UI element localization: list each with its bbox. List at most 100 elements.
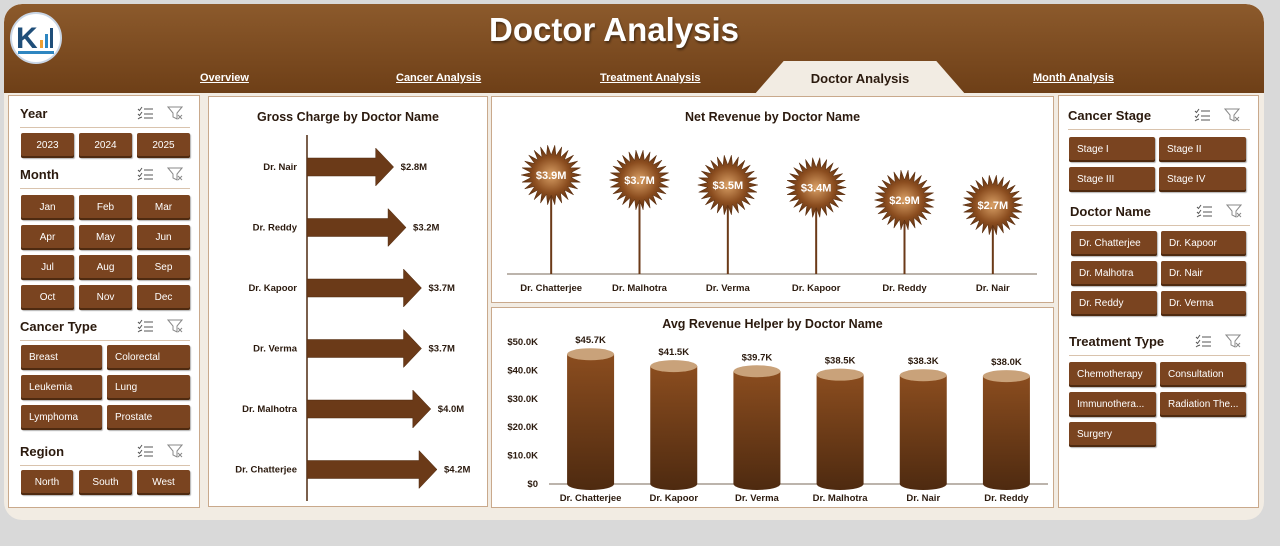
avg-ytick-label: $40.0K: [507, 365, 538, 376]
clear-filter-icon[interactable]: [1225, 334, 1241, 348]
avg-value-label: $38.5K: [825, 356, 856, 367]
net-value-label: $3.5M: [713, 180, 744, 192]
slicer-month-jun[interactable]: Jun: [137, 225, 190, 250]
slicer-month-aug[interactable]: Aug: [79, 255, 132, 280]
logo: K: [10, 12, 62, 64]
clear-filter-icon[interactable]: [167, 319, 183, 333]
gross-arrow-dr-chatterjee: [306, 449, 438, 490]
slicer-month-jul[interactable]: Jul: [21, 255, 74, 280]
multi-select-icon[interactable]: [1195, 334, 1211, 348]
avg-cylinder-dr-malhotra: [816, 368, 864, 490]
net-value-label: $3.7M: [624, 175, 655, 187]
avg-ytick-label: $20.0K: [507, 422, 538, 433]
avg-category-label: Dr. Chatterjee: [560, 493, 622, 504]
clear-filter-icon[interactable]: [167, 444, 183, 458]
slicer-cancer-lung[interactable]: Lung: [107, 375, 190, 400]
gross-category-label: Dr. Verma: [253, 344, 298, 355]
slicer-month-apr[interactable]: Apr: [21, 225, 74, 250]
slicer-stage-1[interactable]: Stage I: [1069, 137, 1155, 162]
avg-ytick-label: $50.0K: [507, 337, 538, 348]
net-starburst-dr-nair: [962, 175, 1023, 235]
clear-filter-icon[interactable]: [167, 106, 183, 120]
clear-filter-icon[interactable]: [1226, 204, 1242, 218]
clear-filter-icon[interactable]: [167, 167, 183, 181]
multi-select-icon[interactable]: [137, 319, 153, 333]
slicer-doctor-reddy[interactable]: Dr. Reddy: [1071, 291, 1157, 316]
multi-select-icon[interactable]: [137, 167, 153, 181]
gross-arrow-dr-reddy: [306, 207, 407, 248]
avg-cylinder-dr-kapoor: [650, 360, 698, 490]
clear-filter-icon[interactable]: [1224, 108, 1240, 122]
slicer-stage-2[interactable]: Stage II: [1159, 137, 1246, 162]
gross-category-label: Dr. Kapoor: [248, 283, 297, 294]
slicer-doctor-malhotra[interactable]: Dr. Malhotra: [1071, 261, 1157, 286]
treatment-type-slicer-title: Treatment Type: [1069, 334, 1165, 349]
slicer-month-nov[interactable]: Nov: [79, 285, 132, 310]
slicer-year-2023[interactable]: 2023: [21, 133, 74, 158]
slicer-treatment-immunotherapy[interactable]: Immunothera...: [1069, 392, 1156, 417]
net-category-label: Dr. Malhotra: [612, 283, 668, 294]
slicer-month-mar[interactable]: Mar: [137, 195, 190, 220]
tab-treatment-analysis[interactable]: Treatment Analysis: [600, 72, 701, 84]
gross-value-label: $2.8M: [401, 162, 427, 173]
doctor-name-slicer-title: Doctor Name: [1070, 204, 1151, 219]
slicer-treatment-consultation[interactable]: Consultation: [1160, 362, 1246, 387]
slicer-month-oct[interactable]: Oct: [21, 285, 74, 310]
avg-value-label: $38.3K: [908, 356, 939, 367]
cancer-stage-slicer-title: Cancer Stage: [1068, 108, 1152, 123]
slicer-treatment-chemotherapy[interactable]: Chemotherapy: [1069, 362, 1156, 387]
multi-select-icon[interactable]: [137, 444, 153, 458]
avg-revenue-chart-title: Avg Revenue Helper by Doctor Name: [662, 317, 883, 331]
slicer-month-dec[interactable]: Dec: [137, 285, 190, 310]
slicer-month-jan[interactable]: Jan: [21, 195, 74, 220]
tab-doctor-analysis[interactable]: Doctor Analysis: [754, 61, 966, 95]
tab-month-analysis[interactable]: Month Analysis: [1033, 72, 1114, 84]
header-bar: K Doctor Analysis Overview Cancer Analys…: [4, 4, 1264, 95]
net-starburst-dr-verma: [697, 155, 758, 215]
slicer-month-feb[interactable]: Feb: [79, 195, 132, 220]
avg-revenue-chart: $0 $10.0K $20.0K $30.0K $40.0K $50.0K $45.7K Dr…: [507, 335, 1048, 504]
avg-value-label: $45.7K: [575, 335, 606, 346]
slicer-cancer-leukemia[interactable]: Leukemia: [21, 375, 102, 400]
slicer-stage-3[interactable]: Stage III: [1069, 167, 1155, 192]
gross-arrow-dr-malhotra: [306, 389, 432, 429]
avg-category-label: Dr. Kapoor: [649, 493, 698, 504]
avg-category-label: Dr. Verma: [735, 493, 780, 504]
slicer-month-sep[interactable]: Sep: [137, 255, 190, 280]
multi-select-icon[interactable]: [1194, 108, 1210, 122]
multi-select-icon[interactable]: [1196, 204, 1212, 218]
slicer-stage-4[interactable]: Stage IV: [1159, 167, 1246, 192]
gross-category-label: Dr. Malhotra: [242, 404, 298, 415]
net-category-label: Dr. Nair: [976, 283, 1010, 294]
slicer-region-north[interactable]: North: [21, 470, 73, 495]
slicer-year-2024[interactable]: 2024: [79, 133, 132, 158]
slicer-cancer-prostate[interactable]: Prostate: [107, 405, 190, 430]
gross-value-label: $4.2M: [444, 465, 470, 476]
slicer-treatment-surgery[interactable]: Surgery: [1069, 422, 1156, 447]
tab-overview[interactable]: Overview: [200, 72, 249, 84]
multi-select-icon[interactable]: [137, 106, 153, 120]
slicer-doctor-nair[interactable]: Dr. Nair: [1161, 261, 1246, 286]
slicer-month-may[interactable]: May: [79, 225, 132, 250]
slicer-region-south[interactable]: South: [79, 470, 132, 495]
net-starburst-dr-reddy: [874, 170, 935, 230]
net-category-label: Dr. Chatterjee: [520, 283, 582, 294]
slicer-year-2025[interactable]: 2025: [137, 133, 190, 158]
slicer-cancer-lymphoma[interactable]: Lymphoma: [21, 405, 102, 430]
slicer-cancer-colorectal[interactable]: Colorectal: [107, 345, 190, 370]
avg-category-label: Dr. Malhotra: [813, 493, 869, 504]
tab-cancer-analysis[interactable]: Cancer Analysis: [396, 72, 482, 84]
avg-ytick-label: $10.0K: [507, 451, 538, 462]
slicer-doctor-verma[interactable]: Dr. Verma: [1161, 291, 1246, 316]
gross-category-label: Dr. Reddy: [253, 223, 298, 234]
slicer-cancer-breast[interactable]: Breast: [21, 345, 102, 370]
svg-text:K: K: [16, 22, 38, 55]
slicer-doctor-chatterjee[interactable]: Dr. Chatterjee: [1071, 231, 1157, 256]
net-value-label: $3.4M: [801, 183, 832, 195]
slicer-region-west[interactable]: West: [137, 470, 190, 495]
slicer-treatment-radiation[interactable]: Radiation The...: [1160, 392, 1246, 417]
gross-category-label: Dr. Chatterjee: [235, 465, 297, 476]
dashboard-frame: K Doctor Analysis Overview Cancer Analys…: [4, 4, 1264, 520]
gross-charge-chart-panel: Gross Charge by Doctor Name Dr. Nair $2.8…: [208, 96, 488, 507]
slicer-doctor-kapoor[interactable]: Dr. Kapoor: [1161, 231, 1246, 256]
